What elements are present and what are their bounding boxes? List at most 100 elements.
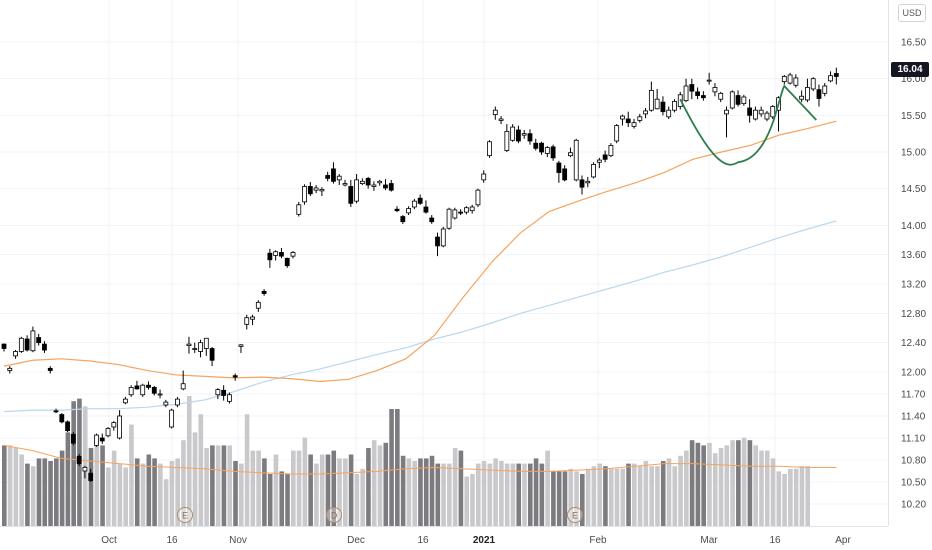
volume-bar — [556, 471, 562, 526]
volume-bar — [192, 432, 198, 526]
volume-bar — [88, 448, 94, 526]
candle-body — [302, 186, 307, 203]
candle-body — [568, 152, 573, 157]
volume-bar — [7, 445, 13, 526]
candle-body — [562, 168, 568, 181]
candle-body — [643, 110, 648, 115]
candle — [816, 84, 822, 107]
candle-body — [608, 144, 614, 157]
candle-body — [631, 122, 637, 127]
candle-body — [452, 209, 458, 219]
candle-body — [429, 217, 435, 223]
candle — [539, 141, 544, 155]
volume-bar — [106, 467, 111, 526]
volume-bar — [169, 461, 175, 526]
time-axis[interactable]: Oct 16 Nov Dec 16 2021 Feb Mar 16 Apr — [101, 535, 851, 546]
candle-body — [70, 433, 76, 444]
volume-bar — [233, 461, 238, 526]
candle-body — [539, 142, 544, 153]
candle-body — [42, 343, 47, 351]
candle — [562, 165, 568, 182]
candle-body — [13, 351, 18, 357]
candle-body — [365, 177, 371, 186]
candle — [18, 336, 24, 353]
candle-body — [290, 252, 296, 257]
volume-bar — [712, 453, 718, 526]
candle-body — [579, 179, 585, 188]
candle — [770, 105, 776, 119]
event-marker-letter: E — [182, 511, 188, 521]
candle-body — [614, 125, 620, 142]
candle-body — [573, 139, 579, 181]
volume-bar — [331, 450, 337, 526]
volume-bar — [279, 471, 285, 526]
candle — [683, 78, 689, 103]
candle-body — [388, 183, 394, 191]
candle-body — [232, 375, 238, 378]
y-tick-label: 11.70 — [901, 390, 926, 401]
candle-body — [359, 180, 365, 184]
candle-body — [487, 141, 492, 157]
candle — [273, 250, 279, 261]
candle — [666, 106, 672, 119]
candle-body — [140, 384, 146, 396]
volume-bar — [186, 396, 192, 526]
candle — [359, 178, 365, 185]
candle — [504, 124, 510, 152]
candle — [706, 72, 712, 85]
y-tick-label: 11.40 — [901, 412, 926, 423]
candle — [94, 433, 99, 447]
candle-body — [238, 344, 244, 347]
candle — [122, 396, 128, 405]
event-marker-letter: D — [331, 511, 338, 521]
candle-body — [209, 348, 215, 361]
x-tick-label: 16 — [166, 535, 178, 546]
candle-body — [307, 186, 313, 195]
candle — [319, 187, 325, 196]
volume-bar — [799, 466, 805, 526]
volume-bar — [447, 463, 452, 526]
candle-body — [458, 211, 464, 214]
volume-bar — [614, 468, 620, 526]
event-marker[interactable]: E — [567, 507, 583, 523]
volume-bar — [562, 471, 568, 526]
volume-bar — [689, 440, 695, 526]
candle — [342, 179, 348, 187]
candle — [446, 207, 452, 230]
candle — [169, 408, 175, 429]
slow-moving-average-line — [3, 220, 837, 413]
candle — [689, 78, 695, 100]
candle-body — [169, 409, 175, 428]
volume-bar — [493, 458, 498, 526]
y-tick-label: 11.10 — [901, 434, 926, 445]
candle — [180, 370, 186, 391]
candle-body — [689, 84, 695, 92]
volume-bar — [210, 445, 215, 526]
event-marker[interactable]: E — [177, 507, 193, 523]
candle-body — [122, 398, 128, 404]
volume-bar — [441, 463, 446, 526]
candle — [388, 179, 394, 192]
volume-bar — [643, 461, 649, 526]
candle — [643, 108, 648, 119]
candle — [47, 366, 53, 374]
currency-badge[interactable]: USD — [898, 4, 926, 22]
candle — [30, 326, 36, 353]
event-marker[interactable]: D — [326, 507, 342, 523]
candle-body — [105, 428, 111, 437]
cup-pattern-drawing — [679, 84, 817, 166]
price-axis[interactable]: 16.50 16.00 15.50 15.00 14.50 14.00 13.60 13.20… — [901, 38, 926, 511]
x-tick-label: Apr — [835, 535, 851, 546]
volume-bar — [175, 458, 180, 526]
candle-body — [151, 386, 157, 394]
y-tick-label: 16.50 — [901, 38, 926, 49]
x-tick-label: Nov — [229, 535, 247, 546]
volume-bar — [319, 454, 325, 526]
candle — [157, 389, 163, 399]
volume-bar — [458, 450, 464, 526]
candle — [296, 201, 302, 217]
volume-bar — [406, 458, 412, 526]
candle — [232, 373, 238, 381]
x-tick-label: Oct — [101, 535, 117, 546]
